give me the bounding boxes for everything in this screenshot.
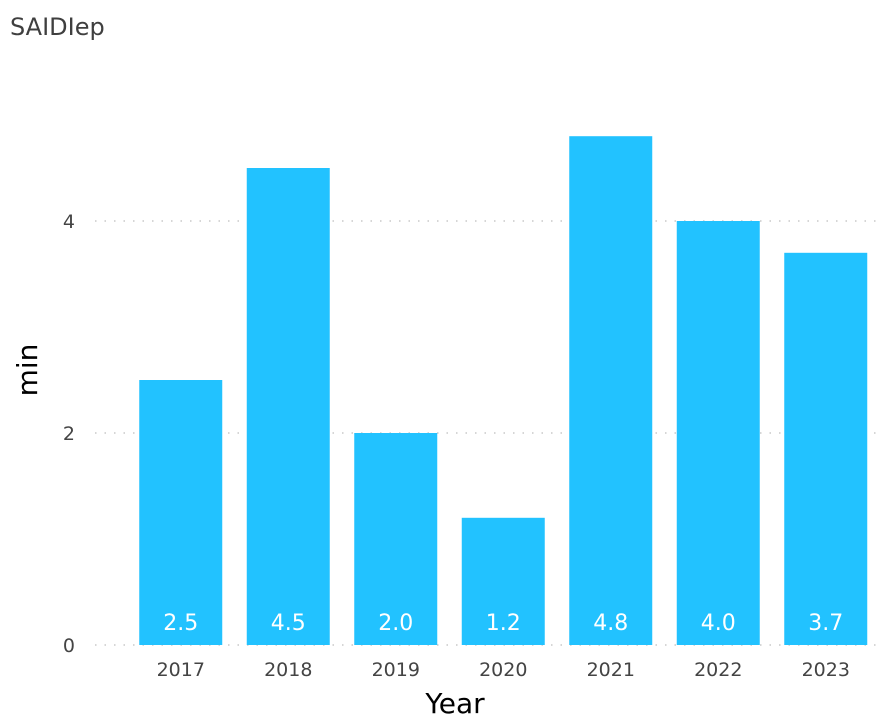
x-axis-title: Year xyxy=(424,687,485,718)
x-tick-label-2022: 2022 xyxy=(694,659,742,681)
y-axis-title: min xyxy=(11,344,44,397)
data-label-2020: 1.2 xyxy=(486,611,521,636)
bar-2021[interactable] xyxy=(569,136,653,645)
data-label-2019: 2.0 xyxy=(378,611,413,636)
bar-2019[interactable] xyxy=(354,433,438,645)
data-label-2017: 2.5 xyxy=(163,611,198,636)
bars: 2.5 4.5 2.0 1.2 4.8 4.0 3.7 xyxy=(139,136,868,646)
chart-title: SAIDIep xyxy=(10,13,105,41)
data-label-2018: 4.5 xyxy=(271,611,306,636)
y-tick-label: 2 xyxy=(63,423,75,445)
bar-2018[interactable] xyxy=(246,168,330,645)
bar-2022[interactable] xyxy=(676,221,760,645)
y-axis-ticks: 0 2 4 xyxy=(63,211,75,657)
bar-2017[interactable] xyxy=(139,380,223,645)
bar-2020[interactable] xyxy=(461,517,545,645)
y-tick-label: 4 xyxy=(63,211,75,233)
x-axis-ticks: 2017 2018 2019 2020 2021 2022 2023 xyxy=(157,659,850,681)
data-label-2023: 3.7 xyxy=(808,611,843,636)
x-tick-label-2020: 2020 xyxy=(479,659,527,681)
x-tick-label-2023: 2023 xyxy=(802,659,850,681)
data-label-2022: 4.0 xyxy=(701,611,736,636)
bar-2023[interactable] xyxy=(784,252,868,646)
x-tick-label-2017: 2017 xyxy=(157,659,205,681)
data-label-2021: 4.8 xyxy=(593,611,628,636)
x-tick-label-2018: 2018 xyxy=(264,659,312,681)
x-tick-label-2021: 2021 xyxy=(587,659,635,681)
x-tick-label-2019: 2019 xyxy=(372,659,420,681)
y-tick-label: 0 xyxy=(63,635,75,657)
